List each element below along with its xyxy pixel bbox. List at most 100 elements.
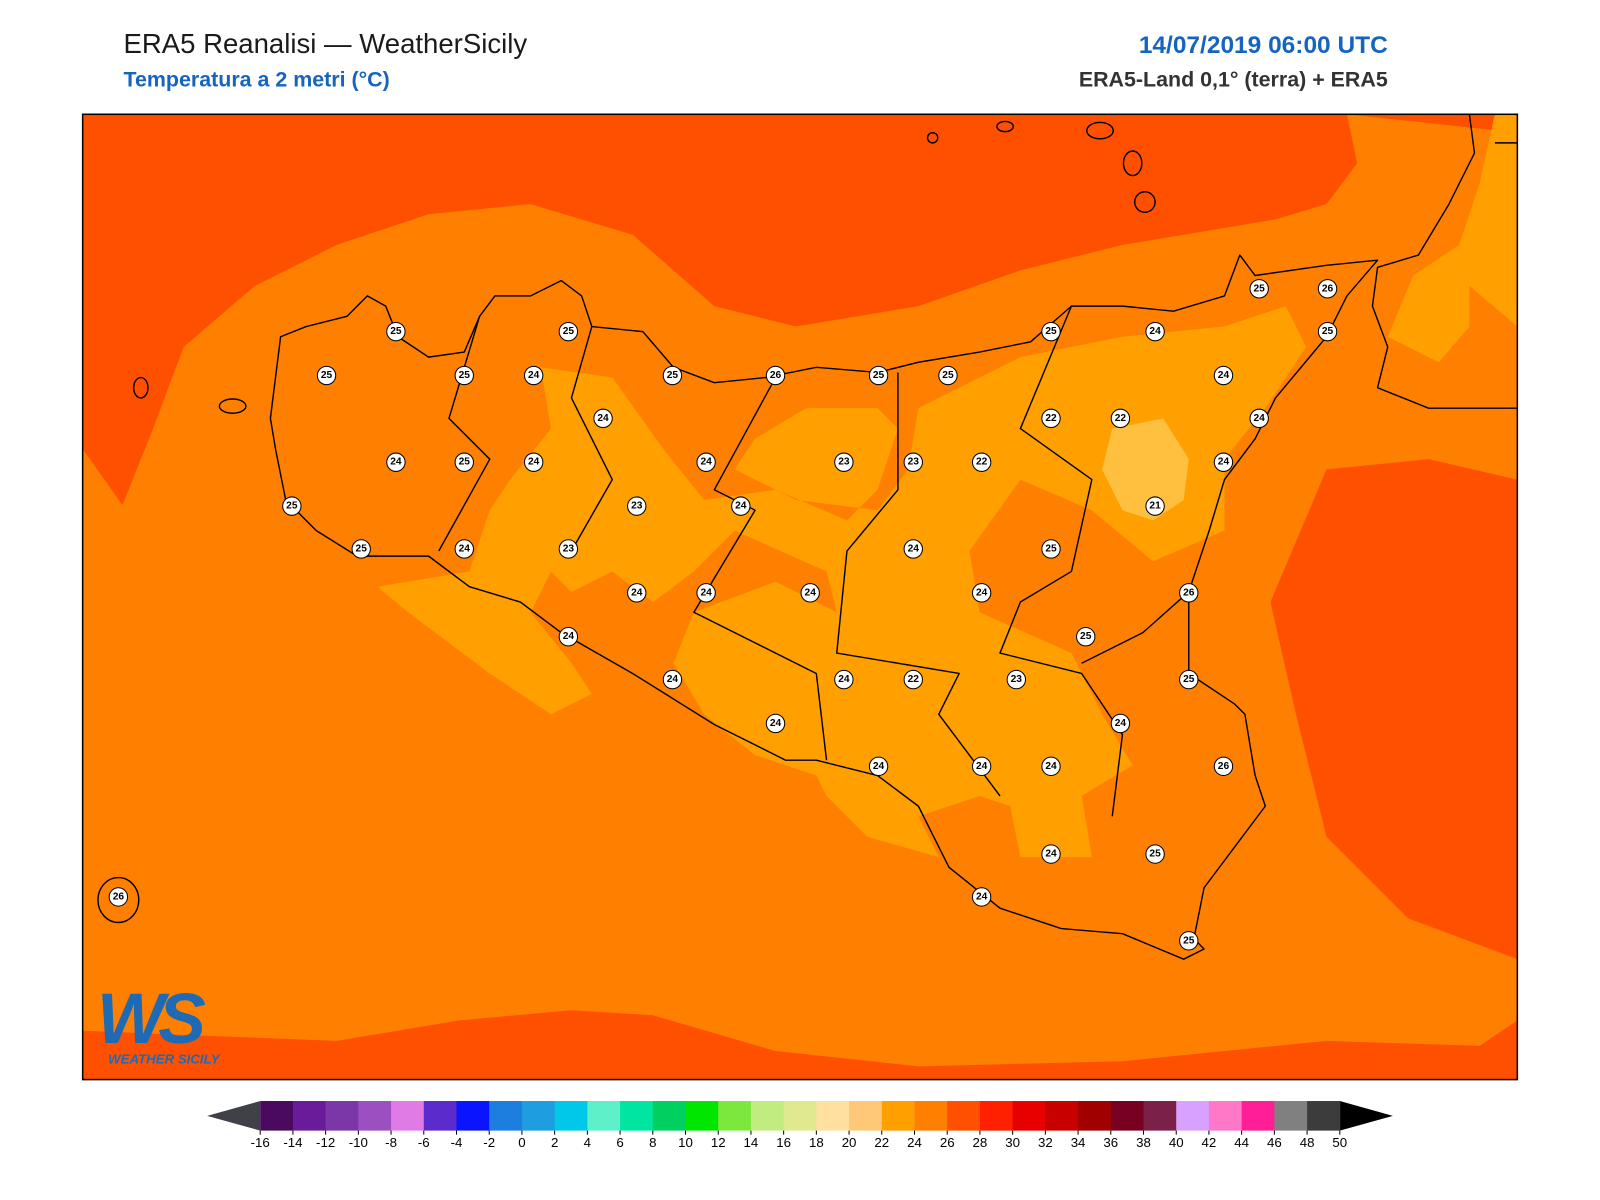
station-marker (1110, 713, 1131, 734)
colorbar-tick-label: 10 (678, 1135, 693, 1150)
colorbar-tick-label: 32 (1038, 1135, 1053, 1150)
station-marker (696, 583, 716, 603)
station-value: 24 (631, 587, 643, 598)
colorbar-tick-label: 22 (874, 1135, 889, 1150)
colorbar-box (1176, 1101, 1210, 1131)
station-marker (1213, 756, 1234, 777)
station-value: 23 (838, 457, 850, 468)
station-value: 25 (873, 370, 885, 381)
station-marker (558, 321, 579, 342)
colorbar-tick-label: -8 (385, 1135, 397, 1150)
station-marker (523, 365, 544, 386)
island (132, 376, 149, 399)
station-marker (834, 669, 854, 690)
colorbar-box (521, 1101, 556, 1131)
station-marker (627, 583, 647, 603)
station-value: 22 (976, 457, 988, 468)
colorbar-tick-label: 38 (1136, 1135, 1151, 1150)
colorbar-box (849, 1101, 883, 1131)
colorbar-box (718, 1101, 752, 1131)
station-marker (1041, 408, 1061, 429)
colorbar-box (1110, 1101, 1145, 1131)
colorbar-over (1339, 1101, 1393, 1131)
station-value: 23 (631, 501, 643, 512)
station-value: 24 (700, 587, 712, 598)
station-value: 24 (667, 674, 679, 685)
colorbar-tick-label: -14 (283, 1135, 302, 1150)
colorbar-box (1143, 1101, 1177, 1131)
title: ERA5 Reanalisi — WeatherSicily (123, 28, 527, 59)
station-value: 25 (459, 370, 471, 381)
station-marker (800, 583, 820, 603)
station-marker (1317, 279, 1338, 299)
colorbar-tick-label: -10 (349, 1135, 368, 1150)
colorbar-box (685, 1101, 719, 1131)
island-pantelleria (97, 876, 140, 924)
colorbar-tick-label: -16 (251, 1135, 270, 1150)
station-marker (1179, 669, 1199, 690)
colorbar-box (750, 1101, 785, 1131)
station-value: 23 (563, 543, 575, 554)
station-value: 25 (1254, 283, 1266, 294)
colorbar-box (1274, 1101, 1308, 1131)
station-value: 24 (873, 761, 885, 772)
colorbar-tick-label: 48 (1300, 1135, 1315, 1150)
station-marker (696, 452, 716, 472)
station-marker (1317, 321, 1338, 342)
station-marker (454, 539, 474, 559)
band-26-28-north (82, 114, 1518, 506)
station-marker (971, 452, 992, 472)
source: ERA5-Land 0,1° (terra) + ERA5 (1079, 68, 1388, 92)
station-marker (454, 365, 474, 386)
band-22-24-calabria (1387, 114, 1518, 363)
colorbar-tick-label: 50 (1332, 1135, 1347, 1150)
station-marker (558, 539, 579, 559)
colorbar-tick-label: 20 (842, 1135, 857, 1150)
island (996, 120, 1014, 133)
station-value: 24 (1149, 326, 1161, 337)
station-marker (1110, 408, 1131, 429)
station-marker (1041, 321, 1061, 342)
colorbar-tick-label: -2 (483, 1135, 495, 1150)
station-marker (903, 452, 923, 472)
station-value: 24 (908, 543, 920, 554)
colorbar-tick-label: 42 (1202, 1135, 1217, 1150)
colorbar-tick-label: 8 (649, 1135, 656, 1150)
island (1086, 121, 1114, 140)
station-marker (1249, 279, 1269, 299)
logo-mark: WS (97, 979, 205, 1059)
station-marker (1076, 627, 1096, 647)
station-value: 24 (838, 674, 850, 685)
station-value: 26 (1218, 761, 1230, 772)
subtitle: Temperatura a 2 metri (°C) (123, 68, 389, 92)
colorbar-tick-label: 46 (1267, 1135, 1282, 1150)
map-frame (81, 113, 1519, 1081)
station-marker (627, 496, 647, 516)
station-value: 25 (1183, 935, 1195, 946)
station-marker (108, 887, 129, 907)
colorbar-box (816, 1101, 850, 1131)
station-value: 25 (1080, 631, 1092, 642)
station-value: 25 (1322, 326, 1334, 337)
station-value: 24 (770, 718, 782, 729)
station-marker (1041, 844, 1061, 864)
station-value: 23 (908, 457, 920, 468)
station-value: 24 (528, 370, 540, 381)
band-22-24 (377, 306, 1307, 858)
station-value: 22 (1115, 413, 1127, 424)
station-value: 25 (390, 326, 402, 337)
colorbar-box (783, 1101, 817, 1131)
band-20-22 (1102, 418, 1189, 521)
colorbar-tick-label: 36 (1103, 1135, 1118, 1150)
station-value: 25 (1045, 326, 1057, 337)
station-value: 25 (321, 370, 333, 381)
colorbar-box (881, 1101, 916, 1131)
station-value: 25 (356, 543, 368, 554)
station-marker (903, 669, 923, 690)
datetime: 14/07/2019 06:00 UTC (1139, 32, 1388, 59)
station-marker (1145, 844, 1165, 864)
station-value: 25 (459, 457, 471, 468)
station-marker (1145, 496, 1165, 516)
colorbar-tick-label: 4 (584, 1135, 591, 1150)
colorbar-tick-label: 24 (907, 1135, 922, 1150)
